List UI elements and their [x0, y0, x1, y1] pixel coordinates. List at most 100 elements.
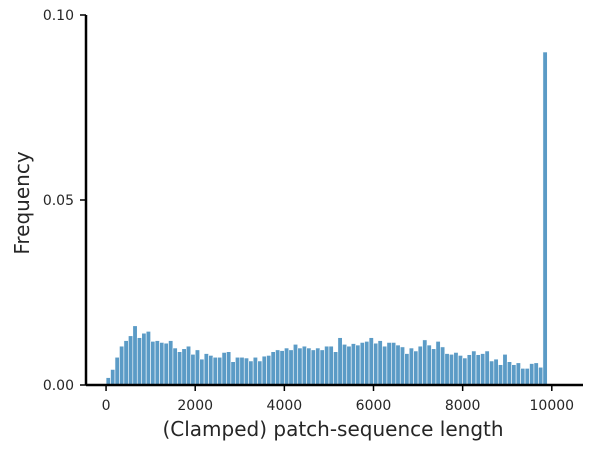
histogram-bar [194, 349, 200, 386]
histogram-bar [395, 344, 401, 386]
histogram-bar [123, 340, 129, 386]
histogram-bar [373, 342, 379, 386]
histogram-bar [533, 362, 539, 386]
y-axis-ticks: 0.00 0.05 0.10 [43, 8, 86, 394]
histogram-bar [435, 341, 441, 386]
histogram-bar [235, 356, 241, 386]
histogram-bar [489, 360, 495, 386]
histogram-bar [288, 349, 294, 386]
histogram-bar [177, 351, 183, 386]
histogram-bar [252, 356, 258, 386]
y-axis-title: Frequency [10, 151, 34, 254]
histogram-bar [342, 343, 348, 386]
histogram-bar [163, 342, 169, 386]
histogram-bar [203, 353, 209, 386]
y-tick-label: 0.05 [43, 193, 74, 209]
x-axis-title: (Clamped) patch-sequence length [162, 417, 503, 441]
histogram-bar [328, 345, 334, 386]
histogram-bar [132, 325, 138, 386]
histogram-bar [471, 350, 477, 386]
histogram-bar [217, 356, 223, 386]
histogram-bar [417, 345, 423, 386]
x-tick-label: 2000 [177, 398, 213, 414]
histogram-bar [319, 349, 325, 386]
histogram-bar [359, 342, 365, 386]
x-axis-ticks: 0 2000 4000 6000 8000 10000 [102, 385, 574, 414]
histogram-bar [480, 353, 486, 386]
histogram-bar [150, 341, 156, 386]
histogram-bar [466, 354, 472, 386]
histogram-bar [279, 350, 285, 386]
histogram-bar [270, 351, 276, 386]
histogram-bar [297, 347, 303, 386]
histogram-bar [248, 360, 254, 386]
histogram-bar [382, 345, 388, 386]
histogram-bar [484, 350, 490, 386]
histogram-bar [529, 363, 535, 386]
histogram-bar [337, 337, 343, 386]
histogram-bar [257, 360, 263, 386]
histogram-bar [475, 354, 481, 386]
histogram-bar [408, 347, 414, 386]
histogram-bar [136, 337, 143, 386]
histogram-bar [515, 362, 521, 386]
histogram-bar [368, 337, 374, 386]
histogram-bar [457, 355, 463, 386]
histogram-bar [413, 350, 419, 386]
histogram-bar [284, 347, 290, 386]
histogram-bar [226, 351, 232, 386]
histogram-bar [538, 366, 544, 386]
histogram-bar [355, 344, 361, 386]
histogram-bar [511, 364, 517, 386]
histogram-bar [243, 357, 249, 386]
x-tick-label: 6000 [356, 398, 392, 414]
histogram-bar [377, 340, 383, 386]
histogram-bar [181, 348, 187, 386]
histogram-bar [306, 347, 312, 386]
histogram-bar [440, 346, 446, 386]
histogram-bar [275, 349, 281, 386]
histogram-bar [404, 353, 410, 386]
x-tick-label: 10000 [530, 398, 575, 414]
histogram-bar [301, 345, 307, 386]
histogram-bar [172, 347, 178, 386]
histogram-bar [159, 342, 165, 386]
histogram-bar [524, 368, 530, 386]
histogram-bar [110, 369, 116, 386]
histogram-bar [230, 361, 236, 386]
histogram-bar [128, 335, 134, 386]
histogram-bar [333, 351, 339, 386]
histogram-bar [199, 358, 205, 386]
histogram-bar [141, 332, 147, 386]
histogram-bar [520, 368, 526, 386]
histogram-bar [364, 341, 370, 386]
histogram-bar [119, 345, 125, 386]
histogram-bar [493, 358, 499, 386]
x-tick-label: 4000 [267, 398, 303, 414]
y-tick-label: 0.10 [43, 8, 74, 24]
histogram-bar [431, 348, 437, 386]
histogram-bar [221, 352, 227, 386]
histogram-bar [114, 356, 120, 386]
histogram-bar [422, 339, 428, 386]
histogram-bar [315, 347, 321, 386]
histogram-bar [324, 345, 330, 386]
histogram-bar [542, 51, 548, 386]
histogram-bar [506, 361, 512, 386]
histogram-bars [105, 51, 548, 386]
histogram-bar [168, 340, 174, 386]
y-tick-label: 0.00 [43, 378, 74, 394]
histogram-bar [444, 353, 450, 386]
histogram-bar [502, 353, 508, 386]
histogram-bar [350, 343, 356, 386]
histogram-bar [426, 344, 432, 386]
histogram-bar [346, 345, 352, 386]
x-tick-label: 8000 [445, 398, 481, 414]
histogram-bar [185, 345, 192, 386]
histogram-bar [462, 357, 468, 386]
histogram-bar [190, 353, 196, 386]
histogram-bar [453, 352, 459, 386]
histogram-bar [208, 355, 214, 386]
histogram-bar [145, 331, 151, 386]
histogram-bar [239, 356, 245, 386]
